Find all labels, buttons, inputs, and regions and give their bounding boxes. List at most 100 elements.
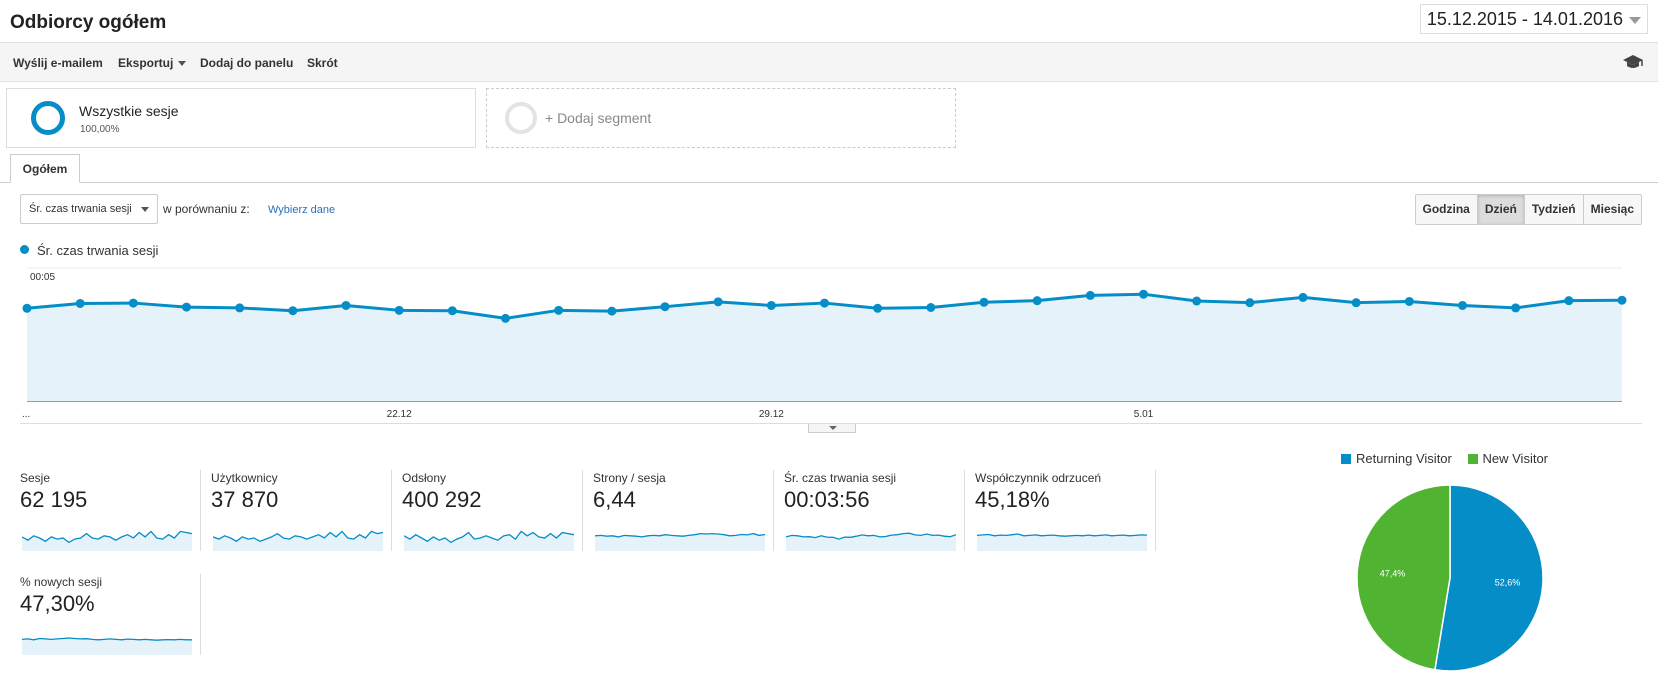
main-line-chart[interactable]: 00:05... 22.12 29.12 5.01 (0, 258, 1658, 428)
metric-value: 6,44 (593, 487, 636, 512)
export-button[interactable]: Eksportuj (118, 56, 187, 70)
chart-point (873, 303, 883, 313)
interval-month-button[interactable]: Miesiąc (1582, 195, 1641, 224)
legend-item-new[interactable]: New Visitor (1467, 451, 1549, 466)
sparkline (213, 530, 383, 551)
metric-tile-pageviews[interactable]: Odsłony 400 292 (402, 471, 592, 553)
legend-label: Returning Visitor (1356, 451, 1452, 466)
chart-point (1564, 296, 1574, 306)
metric-label: Sesje (20, 471, 51, 485)
chart-area (27, 294, 1622, 401)
metric-label: Śr. czas trwania sesji (784, 471, 897, 485)
metric-select[interactable]: Śr. czas trwania sesji (20, 194, 158, 224)
chevron-down-icon (1629, 17, 1641, 24)
x-tick-label: ... (22, 409, 30, 420)
chart-point (979, 297, 989, 307)
x-tick-label: 29.12 (759, 409, 784, 420)
sparkline-line (22, 637, 192, 641)
tab-strip-line (0, 182, 1658, 183)
visitor-type-pie-chart[interactable]: 52,6% 47,4% (1350, 478, 1550, 675)
metric-tile-pages-per-session[interactable]: Strony / sesja 6,44 (593, 471, 783, 553)
chart-point (1139, 289, 1148, 299)
segment-percent: 100,00% (80, 124, 120, 135)
graduation-cap-icon[interactable] (1622, 53, 1644, 71)
sparkline (977, 533, 1147, 551)
chart-legend: Śr. czas trwania sesji (20, 243, 158, 258)
chart-point (1458, 300, 1467, 310)
add-to-dashboard-button[interactable]: Dodaj do panelu (200, 56, 294, 70)
sparkline-line (595, 532, 765, 538)
report-toolbar: Wyślij e-mailem Eksportuj Dodaj do panel… (0, 42, 1658, 82)
chart-collapse-toggle[interactable] (808, 424, 856, 433)
compare-metric-link[interactable]: Wybierz dane (268, 204, 336, 216)
tile-divider (391, 470, 392, 551)
metric-tile-bounce-rate[interactable]: Współczynnik odrzuceń 45,18% (975, 471, 1165, 553)
tab-overview[interactable]: Ogółem (10, 154, 80, 183)
chart-point (1032, 296, 1042, 306)
metric-tile-avg-session-duration[interactable]: Śr. czas trwania sesji 00:03:56 (784, 471, 974, 553)
add-segment-label: + Dodaj segment (545, 110, 652, 126)
metric-label: % nowych sesji (20, 575, 103, 589)
sparkline-area (404, 531, 574, 551)
sparkline-line (22, 530, 192, 544)
empty-ring-icon (505, 102, 537, 134)
chart-point (1192, 296, 1202, 306)
metric-label: Użytkownicy (211, 471, 278, 485)
chart-divider (20, 423, 1642, 424)
chart-point (394, 305, 404, 315)
sparkline (786, 532, 956, 551)
chart-point (1511, 303, 1521, 313)
chart-point (341, 300, 351, 310)
chart-point (1351, 298, 1361, 308)
sparkline-line (977, 533, 1147, 537)
sparkline (22, 530, 192, 551)
interval-day-button[interactable]: Dzień (1476, 195, 1524, 224)
compare-label: w porównaniu z: (163, 202, 250, 216)
metric-value: 45,18% (975, 487, 1050, 512)
pie-slice (1434, 484, 1544, 672)
metric-tile-users[interactable]: Użytkownicy 37 870 (211, 471, 401, 553)
pie-slice-label: 47,4% (1380, 568, 1406, 578)
chart-point (182, 302, 191, 312)
chart-point (501, 313, 510, 323)
metric-value: 47,30% (20, 591, 95, 616)
tile-divider (964, 470, 965, 551)
email-button[interactable]: Wyślij e-mailem (13, 56, 103, 70)
metric-label: Strony / sesja (593, 471, 666, 485)
legend-label: New Visitor (1482, 451, 1549, 466)
legend-item-returning[interactable]: Returning Visitor (1341, 451, 1452, 466)
metric-tile-new-sessions[interactable]: % nowych sesji 47,30% (20, 575, 210, 657)
metric-value: 400 292 (402, 487, 482, 512)
chart-point (1404, 296, 1414, 306)
legend-swatch-icon (1467, 454, 1478, 464)
page-title: Odbiorcy ogółem (10, 12, 167, 33)
sparkline-area (595, 533, 765, 551)
pie-slice (1356, 484, 1451, 671)
metric-select-value: Śr. czas trwania sesji (29, 203, 132, 215)
chart-point (22, 303, 32, 313)
caret-down-icon (829, 426, 837, 430)
chart-point (660, 302, 670, 312)
metric-label: Współczynnik odrzuceń (975, 471, 1102, 485)
interval-hour-button[interactable]: Godzina (1415, 195, 1477, 224)
segment-all-sessions[interactable]: Wszystkie sesje 100,00% (6, 88, 476, 148)
pie-legend: Returning Visitor New Visitor (1341, 451, 1560, 466)
segment-name: Wszystkie sesje (79, 103, 179, 119)
chart-legend-label: Śr. czas trwania sesji (37, 243, 159, 258)
chart-point (607, 306, 617, 316)
sparkline-area (22, 531, 192, 551)
segment-ring-icon (31, 101, 65, 135)
metric-value: 00:03:56 (784, 487, 870, 512)
x-tick-label: 22.12 (387, 409, 412, 420)
interval-week-button[interactable]: Tydzień (1523, 195, 1583, 224)
legend-dot-icon (20, 245, 29, 254)
date-range-picker[interactable]: 15.12.2015 - 14.01.2016 (1419, 4, 1648, 34)
caret-down-icon (141, 207, 149, 212)
shortcut-button[interactable]: Skrót (307, 56, 338, 70)
sparkline (595, 532, 765, 551)
add-segment-button[interactable]: + Dodaj segment (486, 88, 956, 148)
metric-label: Odsłony (402, 471, 447, 485)
metric-tile-sessions[interactable]: Sesje 62 195 (20, 471, 210, 553)
sparkline-line (213, 530, 383, 543)
sparkline-area (213, 531, 383, 551)
